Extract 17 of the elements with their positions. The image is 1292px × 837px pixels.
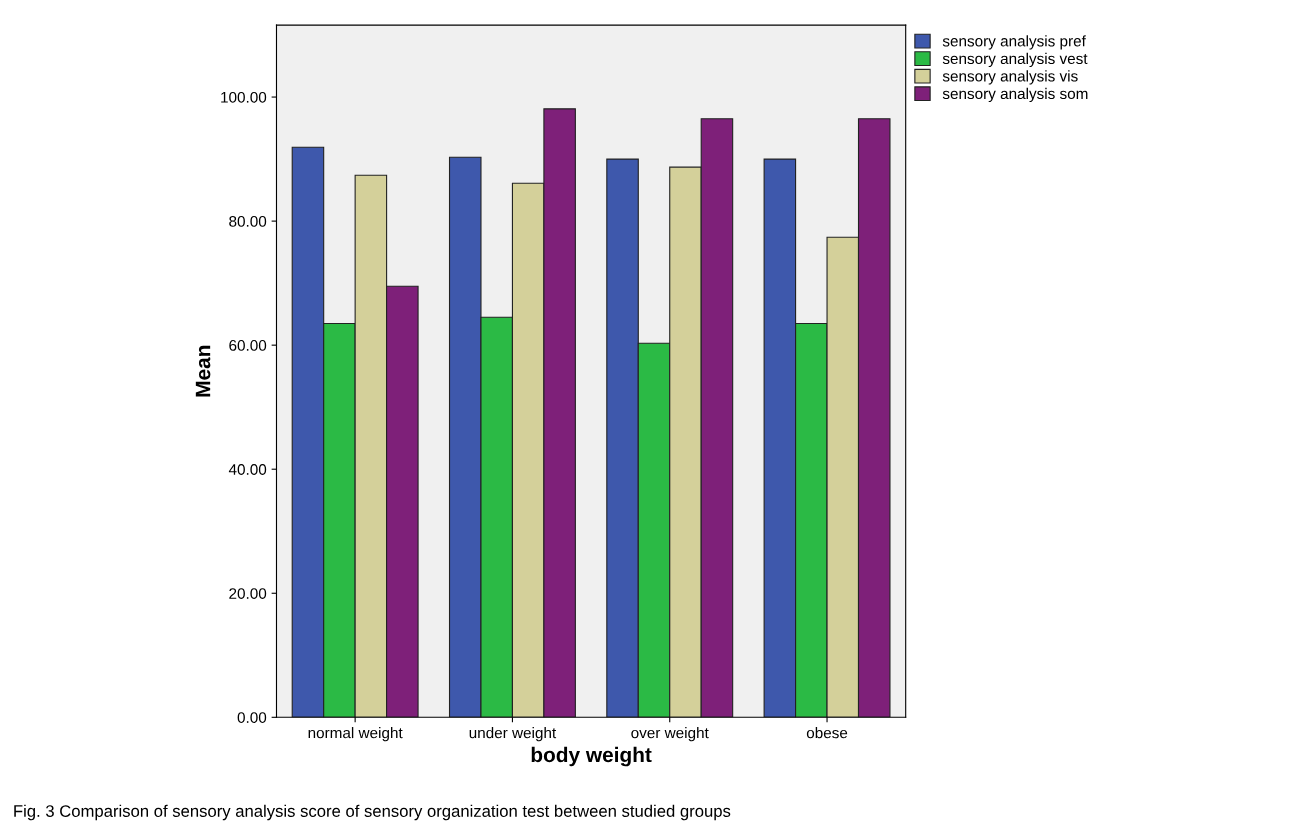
legend-label: sensory analysis som: [942, 87, 1088, 103]
y-tick-label: 40.00: [228, 464, 267, 475]
x-tick-label: over weight: [631, 727, 709, 742]
x-axis-title: body weight: [531, 746, 652, 767]
x-tick-label: under weight: [469, 727, 557, 742]
x-tick-label: normal weight: [308, 727, 403, 742]
legend-label: sensory analysis pref: [942, 35, 1086, 50]
y-tick-label: 60.00: [229, 340, 267, 351]
y-tick-label: 0.00: [237, 712, 267, 723]
legend-label: sensory analysis vest: [942, 52, 1088, 68]
x-tick-label: obese: [806, 727, 848, 739]
y-tick-label: 100.00: [221, 91, 267, 103]
caption: Fig. 3 Comparison of sensory analysis score of sensory organization test between studied groups: [14, 804, 731, 821]
y-tick-label: 20.00: [229, 588, 267, 599]
legend-label: sensory analysis vis: [942, 70, 1078, 85]
y-axis-title: Mean: [195, 345, 211, 397]
y-tick-label: 80.00: [229, 215, 267, 227]
